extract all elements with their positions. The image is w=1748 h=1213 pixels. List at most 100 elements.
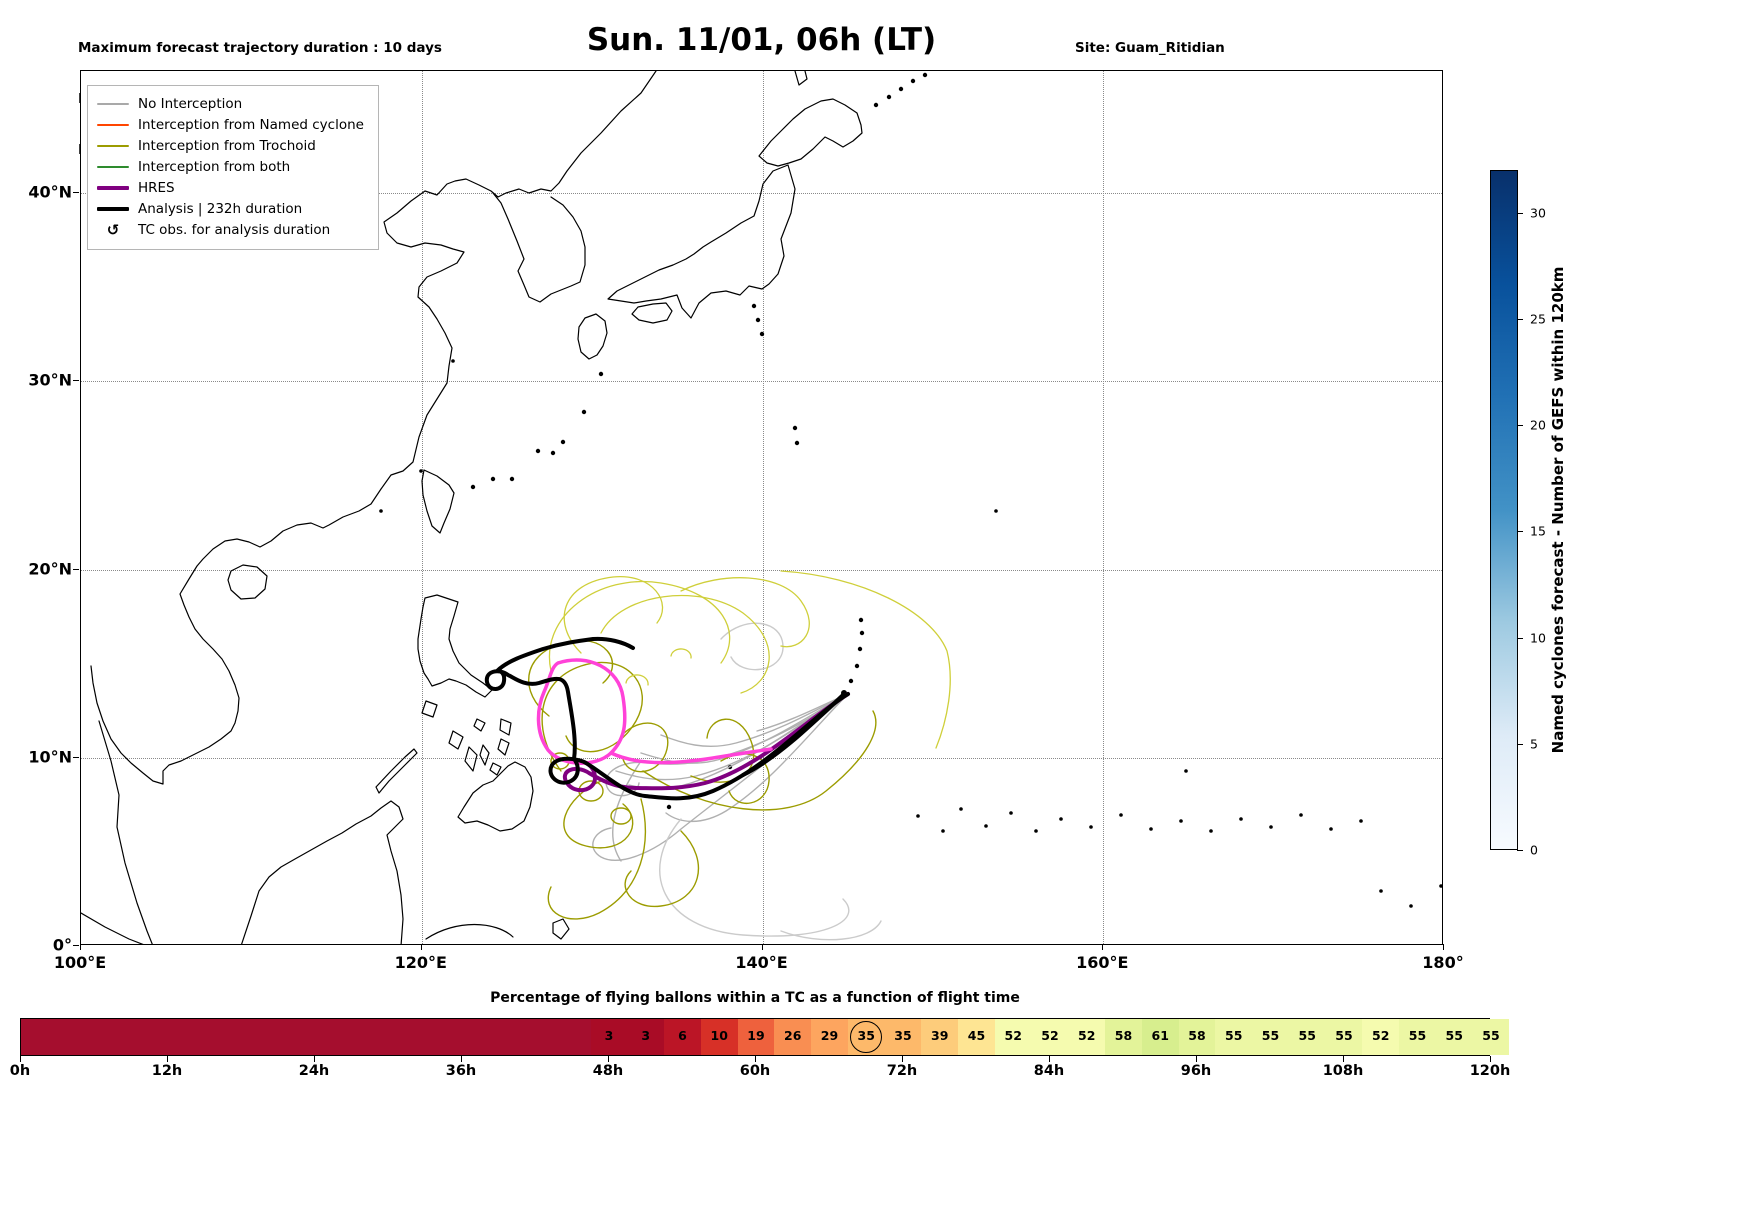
strip-cell: 52 — [994, 1019, 1032, 1055]
coast-kyushu — [577, 313, 608, 360]
strip-cell: 45 — [958, 1019, 995, 1055]
colorbar-gradient — [1491, 171, 1517, 849]
colorbar-label: Named cyclones forecast - Number of GEFS… — [1549, 266, 1567, 754]
strip-cell: 19 — [737, 1019, 775, 1055]
flight-time-strip: 3 3 6 10 19 26 29 35 35 39 45 52 52 52 58 61 58 55 55 55 55 5… — [20, 1018, 1510, 1056]
y-tick-label: 40°N — [28, 182, 72, 202]
strip-cell: 55 — [1325, 1019, 1363, 1055]
colorbar-tick-label: 20 — [1530, 417, 1546, 433]
x-tick-label: 160°E — [1076, 953, 1129, 972]
plot-title: Sun. 11/01, 06h (LT) — [586, 22, 937, 58]
colorbar-tick-mark — [1517, 318, 1523, 320]
strip-axis-tick-mark — [608, 1056, 609, 1062]
header-left-line-1: Maximum forecast trajectory duration : 1… — [78, 40, 442, 56]
strip-cell: 26 — [774, 1019, 812, 1055]
y-tick-label: 10°N — [28, 747, 72, 767]
coast-palawan — [375, 748, 418, 794]
legend-line — [97, 123, 129, 126]
colorbar-tick-mark — [1517, 637, 1523, 639]
x-tick-mark — [1102, 944, 1104, 950]
y-tick-label: 30°N — [28, 370, 72, 390]
colorbar-tick-mark — [1517, 743, 1523, 745]
gridline-meridian — [421, 71, 423, 944]
gridline-parallel — [81, 569, 1442, 571]
legend-item: Analysis | 232h duration — [97, 198, 364, 219]
coast-china-vietnam — [90, 71, 657, 785]
strip-axis-tick-label: 0h — [9, 1063, 31, 1079]
strip-axis-tick-label: 72h — [886, 1063, 918, 1079]
legend-item: No Interception — [97, 93, 364, 114]
coast-shikoku — [631, 302, 673, 324]
colorbar-tick-mark — [1517, 531, 1523, 533]
strip-axis-tick-label: 48h — [592, 1063, 624, 1079]
strip-base-region — [21, 1019, 591, 1055]
coast-malay-peninsula — [98, 720, 153, 944]
legend-label: Interception from both — [138, 158, 291, 175]
x-tick-mark — [761, 944, 763, 950]
strip-axis-tick-mark — [167, 1056, 168, 1062]
legend-item: Interception from both — [97, 156, 364, 177]
legend-swatch — [97, 206, 129, 211]
coast-sakhalin — [794, 71, 808, 86]
legend-line — [97, 206, 129, 211]
y-tick-mark — [73, 568, 79, 570]
x-tick-label: 100°E — [53, 953, 107, 972]
x-tick-mark — [80, 944, 81, 950]
coast-leyte — [497, 738, 510, 756]
colorbar-tick-label: 5 — [1530, 736, 1538, 752]
y-tick-label: 0° — [52, 935, 72, 955]
strip-cell: 55 — [1472, 1019, 1510, 1055]
coast-bohol — [489, 762, 502, 776]
coast-sulawesi — [425, 923, 514, 940]
legend-line — [97, 144, 129, 147]
map-area: No Interception Interception from Named c… — [80, 70, 1443, 945]
legend-swatch — [97, 165, 129, 168]
coast-mindanao — [457, 761, 534, 832]
colorbar-tick-label: 30 — [1530, 205, 1546, 220]
tc-obs-icon: ↺ — [106, 220, 120, 239]
strip-axis-tick-mark — [1049, 1056, 1050, 1062]
strip-cell: 55 — [1435, 1019, 1473, 1055]
strip-axis-tick-label: 84h — [1033, 1063, 1065, 1079]
strip-title: Percentage of flying ballons within a TC… — [490, 990, 1020, 1006]
strip-axis-tick-mark — [1343, 1056, 1344, 1062]
strip-axis-tick-label: 12h — [151, 1063, 183, 1079]
coast-korea — [492, 192, 586, 303]
map-legend: No Interception Interception from Named c… — [87, 85, 379, 250]
x-tick-mark — [420, 944, 422, 950]
legend-label: Interception from Trochoid — [138, 137, 316, 154]
coast-masbate — [473, 718, 486, 732]
y-tick-mark — [73, 945, 79, 946]
gridline-parallel — [81, 193, 1442, 195]
legend-label: Analysis | 232h duration — [138, 200, 303, 217]
strip-cell: 52 — [1068, 1019, 1106, 1055]
strip-axis-tick-label: 36h — [445, 1063, 477, 1079]
coast-cebu — [479, 744, 490, 766]
strip-cell: 55 — [1399, 1019, 1436, 1055]
strip-axis-tick-label: 60h — [739, 1063, 771, 1079]
coastlines — [81, 71, 863, 944]
legend-swatch — [97, 185, 129, 190]
strip-axis-tick-label: 96h — [1180, 1063, 1212, 1079]
legend-line — [97, 102, 129, 105]
strip-axis-tick-mark — [1490, 1056, 1491, 1062]
legend-label: HRES — [138, 179, 175, 196]
gridline-meridian — [1103, 71, 1105, 944]
strip-axis-tick-mark — [755, 1056, 756, 1062]
strip-axis-tick-mark — [461, 1056, 462, 1062]
coast-mindoro — [421, 700, 438, 718]
map-canvas — [81, 71, 1442, 944]
gridline-meridian — [762, 71, 764, 944]
legend-item: Interception from Trochoid — [97, 135, 364, 156]
colorbar-tick-label: 15 — [1530, 523, 1546, 539]
coast-sumatra — [81, 912, 144, 944]
legend-swatch — [97, 102, 129, 105]
y-tick-mark — [73, 380, 79, 382]
strip-axis-tick-label: 24h — [298, 1063, 330, 1079]
colorbar-tick-mark — [1517, 212, 1523, 214]
coast-halmahera — [552, 918, 570, 940]
no-interception-loops — [659, 622, 882, 941]
strip-axis-tick-mark — [20, 1056, 21, 1062]
y-tick-mark — [73, 192, 79, 194]
strip-cell: 52 — [1031, 1019, 1069, 1055]
